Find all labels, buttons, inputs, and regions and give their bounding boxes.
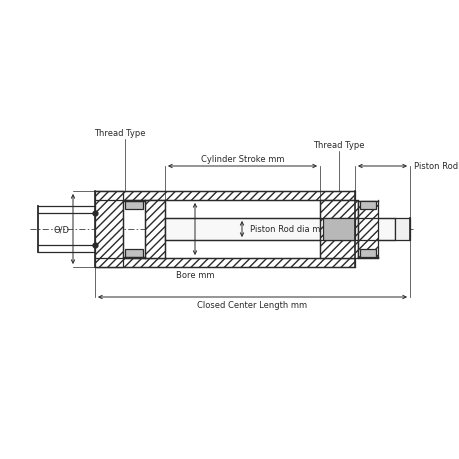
Text: Piston Rod Exposed Length mm: Piston Rod Exposed Length mm (413, 162, 459, 171)
Text: Bore mm: Bore mm (175, 270, 214, 280)
Bar (125, 202, 143, 210)
Bar (145, 201, 165, 258)
Bar (319, 201, 357, 258)
Text: Cylinder Stroke mm: Cylinder Stroke mm (200, 155, 284, 164)
Bar (95, 191, 354, 201)
Bar (394, 218, 409, 241)
Bar (123, 257, 145, 258)
Text: O/D: O/D (54, 225, 70, 234)
Bar (165, 218, 394, 241)
Bar (322, 218, 354, 241)
Text: Thread Type: Thread Type (94, 129, 146, 138)
Text: Closed Center Length mm: Closed Center Length mm (197, 300, 307, 309)
Bar (125, 249, 143, 257)
Bar (357, 257, 377, 258)
Bar (123, 201, 145, 202)
Text: Thread Type: Thread Type (313, 141, 364, 150)
Bar (95, 258, 354, 268)
Bar (359, 202, 375, 210)
Bar (95, 191, 123, 268)
Text: Piston Rod dia mm: Piston Rod dia mm (249, 225, 328, 234)
Bar (357, 202, 377, 258)
Bar (359, 249, 375, 257)
